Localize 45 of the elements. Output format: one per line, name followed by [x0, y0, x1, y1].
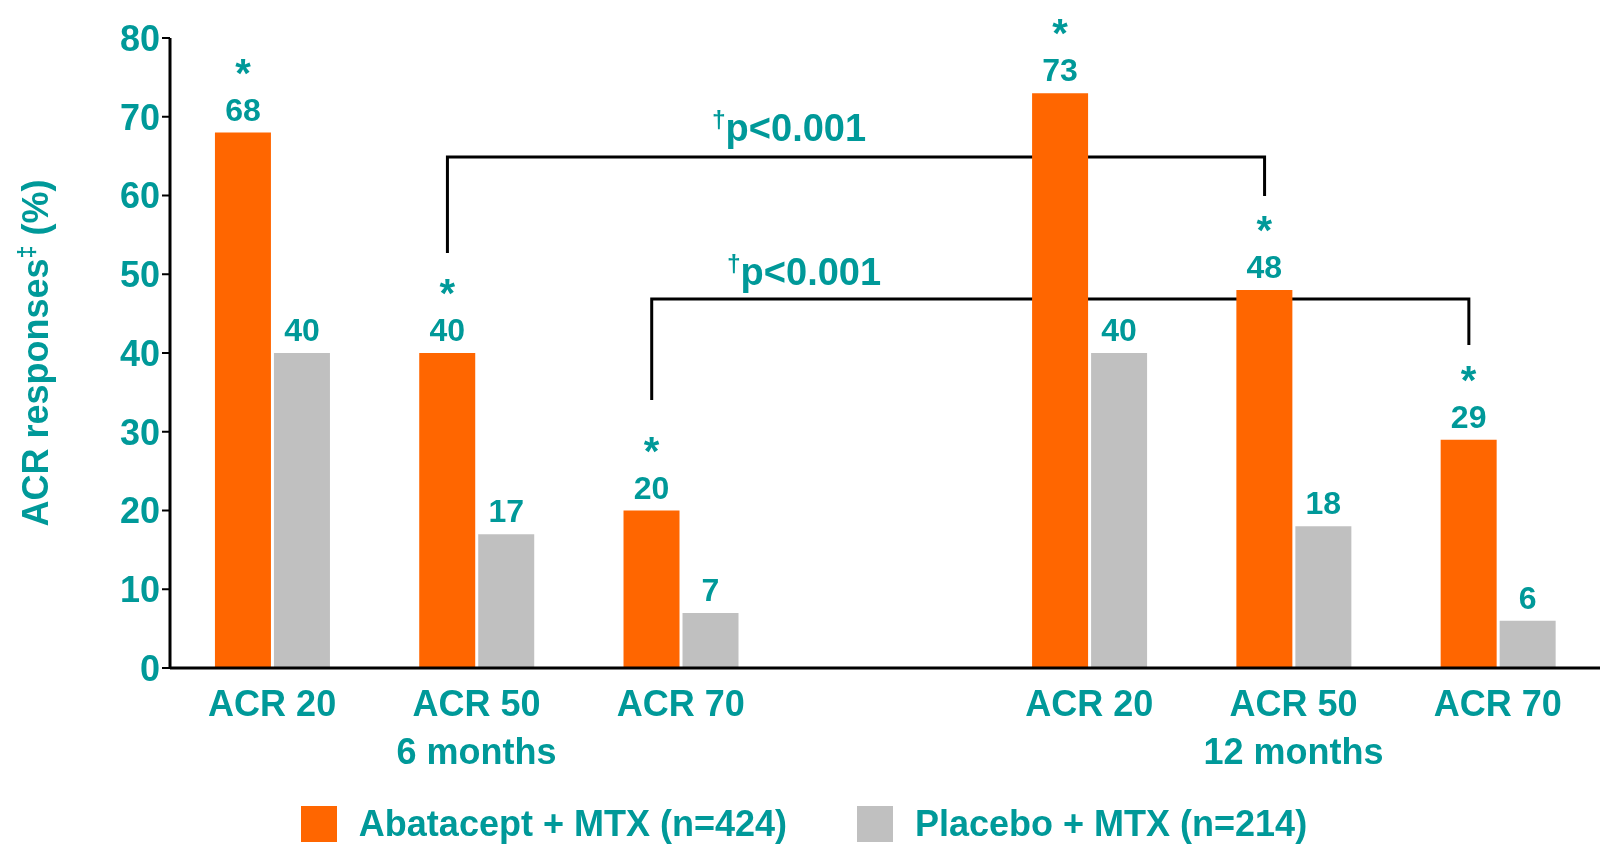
x-tick-label: ACR 50	[412, 683, 541, 724]
bar	[1091, 353, 1148, 668]
annotation: $^{†}$p<0.001	[726, 249, 882, 293]
y-tick-label: 0	[139, 647, 160, 689]
data-label: 6	[1518, 579, 1537, 616]
data-label: 40	[1101, 312, 1137, 348]
y-tick-label: 60	[119, 175, 160, 217]
bar	[682, 612, 739, 668]
bar	[1440, 439, 1497, 668]
bar	[1499, 620, 1556, 668]
data-label: 17	[488, 493, 525, 530]
x-tick-label: ACR 70	[1433, 683, 1562, 724]
x-tick-label: ACR 20	[208, 683, 337, 724]
data-label: * 40	[429, 271, 466, 348]
y-tick-label: 80	[119, 17, 160, 59]
y-tick-label: 50	[119, 254, 160, 296]
y-tick-label: 30	[119, 411, 160, 453]
y-tick-label: 10	[119, 569, 160, 611]
data-label: * 20	[633, 428, 670, 506]
bar	[478, 534, 535, 668]
bar	[273, 353, 330, 668]
data-label: * 29	[1450, 357, 1487, 435]
bar	[623, 510, 680, 668]
data-label: * 73	[1042, 11, 1078, 89]
bar	[214, 132, 271, 668]
bar	[1236, 290, 1293, 668]
legend-label: Abatacept + MTX (n=424)	[358, 803, 787, 845]
text: 6 months	[396, 731, 557, 772]
legend-label: Placebo + MTX (n=214)	[914, 803, 1308, 845]
y-tick-label: 40	[119, 332, 160, 374]
text: 12 months	[1203, 731, 1384, 772]
x-tick-label: ACR 20	[1025, 683, 1154, 724]
bar	[419, 353, 476, 668]
y-tick-label: 20	[119, 490, 160, 532]
bar	[1295, 526, 1352, 668]
data-label: 18	[1305, 485, 1342, 522]
data-label: * 68	[225, 50, 261, 128]
bar	[1032, 93, 1089, 668]
x-tick-label: ACR 70	[616, 683, 745, 724]
data-label: 7	[701, 571, 720, 608]
data-label: * 48	[1246, 208, 1283, 285]
data-label: 40	[284, 312, 320, 348]
y-tick-label: 70	[119, 96, 160, 138]
x-tick-label: ACR 50	[1229, 683, 1358, 724]
annotation: $^{†}$p<0.001	[711, 105, 867, 149]
